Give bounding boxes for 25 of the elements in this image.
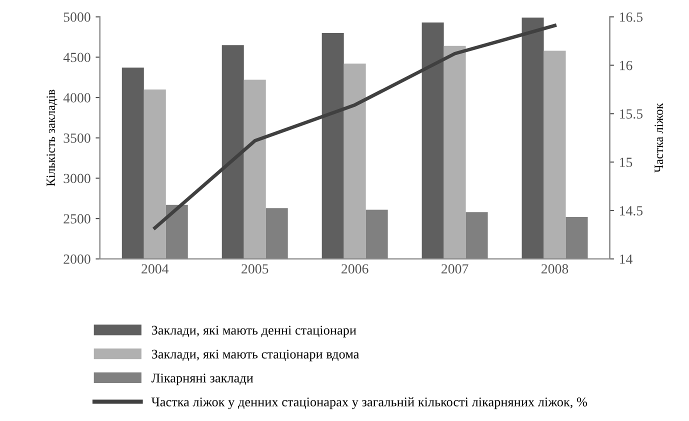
line-series xyxy=(153,24,557,230)
y-tick-label: 3000 xyxy=(64,174,90,184)
y2-tick-label: 15 xyxy=(620,158,632,168)
y-tick-label: 4000 xyxy=(63,93,90,102)
legend-label: Заклади, які мають денні стаціонари xyxy=(152,326,356,338)
legend-label: Лікарняні заклади xyxy=(151,374,254,386)
x-tick-label: 2004 xyxy=(142,264,169,274)
y-tick-label: 5000 xyxy=(64,12,90,22)
y2-tick-label: 14.5 xyxy=(620,206,643,216)
y2-tick-label: 15.5 xyxy=(620,109,643,119)
y-axis-title: Кількість закладів xyxy=(46,90,58,186)
y2-tick-label: 16.5 xyxy=(620,12,643,22)
y2-axis-title: Частка ліжок xyxy=(654,103,664,173)
y-tick-label: 4500 xyxy=(63,52,90,62)
legend-label: Частка ліжок у денних стаціонарах у загальній кількості лікарняних ліжок, % xyxy=(151,397,588,410)
y2-tick-label: 16 xyxy=(620,60,632,70)
x-tick-label: 2006 xyxy=(342,264,368,274)
y-tick-label: 2000 xyxy=(64,254,90,264)
x-tick-label: 2007 xyxy=(442,264,468,274)
y2-tick-label: 14 xyxy=(620,254,632,264)
x-tick-label: 2005 xyxy=(242,264,268,274)
y-tick-label: 2500 xyxy=(64,214,90,224)
y-tick-label: 3500 xyxy=(64,133,90,143)
x-tick-label: 2008 xyxy=(542,264,568,274)
legend-label: Заклади, які мають стаціонари вдома xyxy=(152,350,360,362)
